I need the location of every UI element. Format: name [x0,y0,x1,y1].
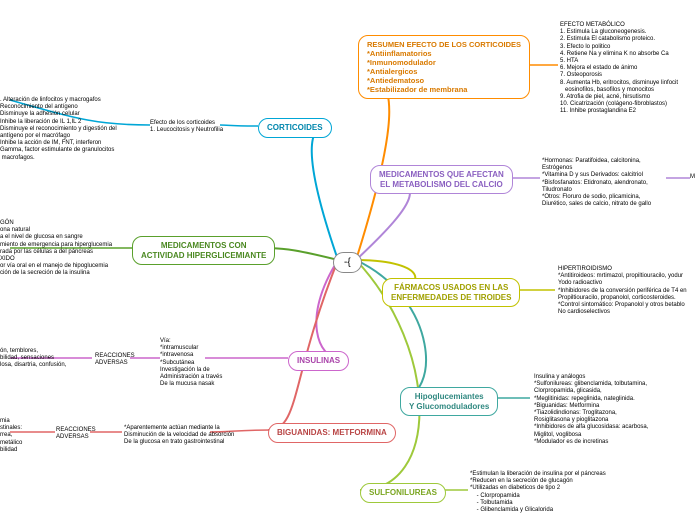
node-biguanidas-label: BIGUANIDAS: METFORMINA [277,428,387,437]
node-tiroides[interactable]: FÁRMACOS USADOS EN LAS ENFERMEDADES DE T… [382,278,520,307]
text-alter-linfo: . Alteración de linfocitos y macrogafos … [0,97,117,162]
text-hipergluc-detail: GÓN ona natural a el nivel de glucosa en… [0,220,112,278]
node-corticoides-label: CORTICOIDES [267,123,323,132]
text-biguan-note: *Aparentemente actúan mediante la Dismin… [124,425,234,447]
text-insulina-ra-detail: ón, temblores, bilidad, sensaciones losa… [0,348,66,370]
node-sulfonilureas-label: SULFONILUREAS [369,488,437,497]
node-insulinas-label: INSULINAS [297,356,340,365]
text-hormonas: *Hormonas: Paratifoidea, calcitonina, Es… [542,158,651,208]
node-hipogluc-label: Hipoglucemiantes Y Glucomoduladores [409,392,489,411]
text-hipertir: HIPERTIROIDISMO *Antitiroideos: mrtimazo… [558,266,687,316]
node-hipergluc-label: MEDICAMENTOS CON ACTIVIDAD HIPERGLICEMIA… [141,241,266,260]
node-resumen-label: RESUMEN EFECTO DE LOS CORTICOIDES *Antii… [367,40,521,94]
text-efecto-metab: EFECTO METABÓLICO 1. Estimula La glucone… [560,22,678,115]
node-insulinas[interactable]: INSULINAS [288,351,349,371]
center-label: -{ [344,257,351,268]
text-insulina-via: Vía: *intramuscular *intravenosa *Subcut… [160,338,222,388]
center-node: -{ [333,252,362,273]
node-biguanidas[interactable]: BIGUANIDAS: METFORMINA [268,423,396,443]
text-sulfo-detail: *Estimulan la liberación de insulina por… [470,471,606,514]
node-hipogluc[interactable]: Hipoglucemiantes Y Glucomoduladores [400,387,498,416]
text-biguan-ra-detail: mia stinales: rrea, metálico bilidad [0,418,22,454]
node-corticoides[interactable]: CORTICOIDES [258,118,332,138]
m-label: M [690,174,695,181]
node-resumen[interactable]: RESUMEN EFECTO DE LOS CORTICOIDES *Antii… [358,35,530,99]
text-biguan-ra: REACCIONES ADVERSAS [56,427,96,441]
text-insulina-ra: REACCIONES ADVERSAS [95,353,135,367]
node-metab-cal-label: MEDICAMENTOS QUE AFECTAN EL METABOLISMO … [379,170,504,189]
node-hipergluc[interactable]: MEDICAMENTOS CON ACTIVIDAD HIPERGLICEMIA… [132,236,275,265]
node-tiroides-label: FÁRMACOS USADOS EN LAS ENFERMEDADES DE T… [391,283,511,302]
text-insulina-analog: Insulina y análogos *Sulfonilureas: glib… [534,374,648,446]
text-efecto-cort: Efecto de los corticoides 1. Leucocitosi… [150,120,223,134]
node-metab-cal[interactable]: MEDICAMENTOS QUE AFECTAN EL METABOLISMO … [370,165,513,194]
node-sulfonilureas[interactable]: SULFONILUREAS [360,483,446,503]
